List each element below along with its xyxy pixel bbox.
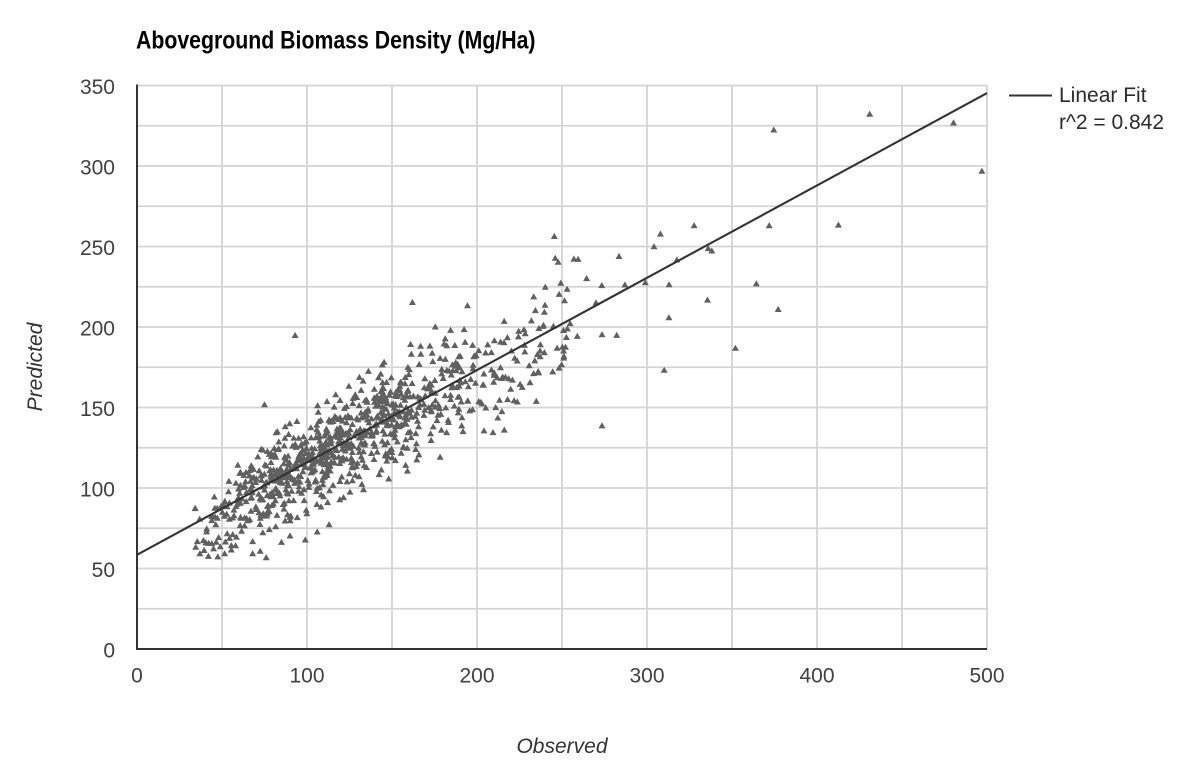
svg-text:Observed: Observed: [516, 735, 608, 758]
svg-text:350: 350: [80, 76, 115, 99]
svg-text:300: 300: [629, 665, 664, 688]
svg-text:Aboveground Biomass Density (M: Aboveground Biomass Density (Mg/Ha): [136, 27, 536, 55]
svg-text:300: 300: [80, 157, 115, 180]
svg-text:500: 500: [969, 665, 1004, 688]
svg-text:r^2 = 0.842: r^2 = 0.842: [1059, 111, 1164, 134]
svg-text:Linear Fit: Linear Fit: [1059, 84, 1147, 107]
svg-text:50: 50: [92, 559, 115, 582]
svg-text:250: 250: [80, 237, 115, 260]
svg-text:0: 0: [131, 665, 143, 688]
svg-text:Predicted: Predicted: [24, 321, 47, 411]
svg-text:0: 0: [103, 640, 115, 663]
svg-text:100: 100: [80, 479, 115, 502]
svg-text:200: 200: [80, 318, 115, 341]
svg-text:400: 400: [799, 665, 834, 688]
svg-text:150: 150: [80, 398, 115, 421]
svg-text:100: 100: [289, 665, 324, 688]
svg-text:200: 200: [459, 665, 494, 688]
